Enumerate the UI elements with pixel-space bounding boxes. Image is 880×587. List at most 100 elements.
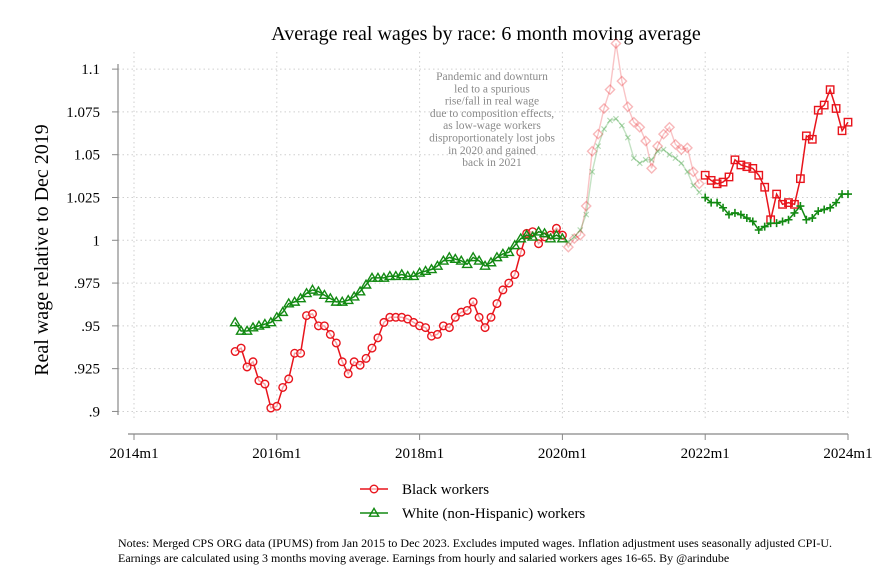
data-point — [401, 270, 414, 281]
data-point — [312, 285, 325, 296]
data-point — [808, 214, 817, 223]
data-point — [814, 207, 823, 216]
data-point — [367, 343, 377, 353]
data-point — [565, 238, 572, 246]
data-point — [696, 189, 703, 196]
data-point — [606, 117, 614, 124]
x-tick-label: 2022m1 — [681, 446, 730, 462]
data-point — [571, 233, 578, 240]
data-point — [236, 343, 246, 353]
data-point — [589, 168, 596, 175]
data-point — [369, 484, 379, 494]
data-point — [843, 117, 853, 127]
data-point — [580, 200, 592, 212]
axes: 1.1 1.075 1.05 1.025 1 .975 .95 .925 .9 2014m1 201… — [66, 62, 872, 462]
data-point — [468, 297, 478, 307]
y-axis-label: Real wage relative to Dec 2019 — [31, 124, 53, 376]
data-point — [325, 329, 335, 339]
data-point — [598, 102, 610, 115]
data-point — [520, 229, 533, 240]
data-point — [796, 174, 805, 184]
chart: Average real wages by race: 6 month movi… — [31, 23, 873, 522]
data-point — [618, 122, 625, 129]
data-point — [348, 290, 360, 301]
annotation-line: due to composition effects, — [430, 108, 554, 120]
x-tick-label: 2020m1 — [538, 446, 587, 462]
data-point — [432, 329, 442, 339]
data-point — [503, 246, 515, 257]
data-point — [754, 226, 763, 235]
data-point — [485, 256, 497, 267]
y-tick-label: 1.1 — [81, 62, 100, 78]
data-point — [384, 270, 396, 281]
data-point — [657, 128, 670, 140]
data-point — [480, 323, 490, 333]
data-point — [296, 348, 306, 358]
data-point — [455, 254, 468, 265]
data-point — [229, 316, 241, 327]
data-point — [510, 270, 520, 280]
data-point — [235, 325, 247, 335]
data-point — [796, 202, 805, 211]
y-tick-label: .95 — [81, 319, 100, 335]
data-point — [421, 323, 431, 333]
notes: Notes: Merged CPS ORG data (IPUMS) from … — [118, 536, 868, 566]
data-point — [730, 155, 740, 165]
data-point — [742, 214, 751, 223]
data-point — [832, 198, 841, 207]
data-point — [736, 160, 746, 170]
data-point — [712, 179, 722, 189]
data-point — [443, 251, 456, 262]
data-point — [372, 271, 384, 282]
data-point — [294, 292, 307, 303]
data-point — [595, 143, 602, 150]
data-point — [748, 217, 757, 226]
data-point — [360, 278, 372, 289]
data-point — [622, 101, 634, 113]
data-point — [556, 232, 569, 243]
notes-line-1: Notes: Merged CPS ORG data (IPUMS) from … — [118, 536, 833, 550]
data-point — [778, 217, 787, 226]
data-point — [532, 225, 545, 236]
data-point — [343, 369, 353, 379]
data-point — [652, 140, 664, 152]
data-point — [672, 155, 679, 162]
annotation-line: disproportionately lost jobs — [429, 133, 555, 145]
data-point — [646, 162, 658, 174]
data-point — [690, 182, 697, 189]
data-point — [337, 357, 347, 367]
data-point — [844, 190, 852, 199]
data-point — [276, 306, 289, 317]
y-tick-label: .975 — [74, 276, 100, 292]
data-point — [562, 241, 574, 253]
data-point — [368, 507, 380, 517]
data-point — [630, 155, 637, 162]
data-point — [654, 148, 661, 155]
data-point — [308, 309, 318, 319]
data-point — [526, 230, 539, 241]
data-point — [636, 160, 643, 167]
data-point — [568, 232, 580, 245]
data-point — [678, 160, 685, 167]
plot-area — [229, 37, 853, 413]
annotation-line: back in 2021 — [462, 157, 522, 169]
data-point — [666, 151, 673, 158]
data-point — [260, 379, 270, 389]
data-point — [355, 360, 365, 370]
data-point — [819, 100, 829, 110]
data-point — [760, 222, 769, 231]
series-line-faded — [562, 118, 700, 243]
x-tick-label: 2018m1 — [395, 446, 444, 462]
data-point — [248, 357, 258, 367]
data-point — [486, 312, 496, 322]
data-point — [642, 156, 649, 163]
data-point — [724, 172, 734, 182]
data-point — [379, 317, 389, 327]
data-point — [492, 299, 502, 309]
data-point — [366, 271, 378, 282]
annotation-line: Pandemic and downturn — [436, 71, 548, 83]
data-point — [272, 401, 282, 411]
data-point — [790, 199, 799, 209]
annotation-line: rise/fall in real wage — [445, 96, 539, 108]
